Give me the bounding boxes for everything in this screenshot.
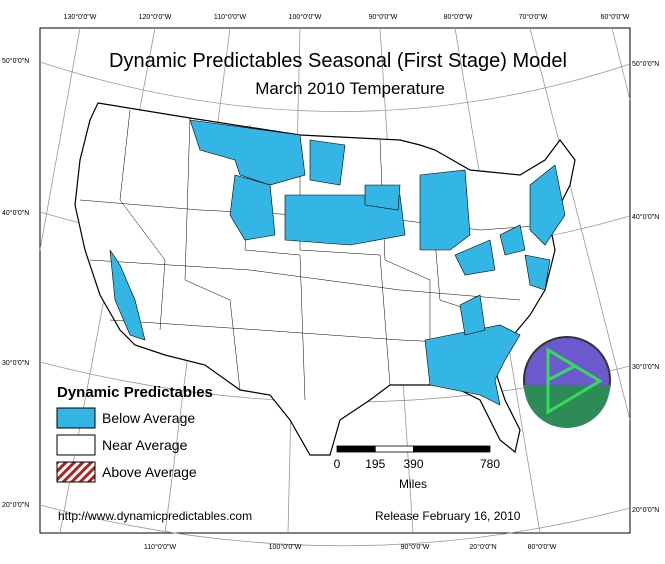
lon-label: 110°0'0"W xyxy=(214,13,247,21)
lon-label: 70°0'0"W xyxy=(519,13,548,21)
scale-label: 780 xyxy=(480,457,500,471)
scale-unit: Miles xyxy=(399,477,427,491)
url: http://www.dynamicpredictables.com xyxy=(58,509,252,523)
lon-label: 110°0'0"W xyxy=(144,543,177,551)
lat-label: 20°0'0"N xyxy=(469,543,496,551)
scale-segment xyxy=(413,445,491,453)
us-map xyxy=(74,102,576,456)
frame xyxy=(39,27,631,534)
lat-label: 50°0'0"N xyxy=(632,60,659,68)
release-date: Release February 16, 2010 xyxy=(375,509,521,523)
title: Dynamic Predictables Seasonal (First Sta… xyxy=(109,50,567,72)
lat-label: 50°0'0"N xyxy=(2,57,29,65)
scale-segment xyxy=(374,445,414,453)
logo xyxy=(523,336,611,428)
lon-label: 80°0'0"W xyxy=(528,543,557,551)
lon-label: 120°0'0"W xyxy=(139,13,172,21)
lat-label: 40°0'0"N xyxy=(632,213,659,221)
subtitle: March 2010 Temperature xyxy=(255,79,445,98)
lon-label: 90°0'0"W xyxy=(401,543,430,551)
legend: Dynamic Predictables Below Average Near A… xyxy=(56,384,213,483)
legend-label: Above Average xyxy=(102,464,197,480)
lon-label: 80°0'0"W xyxy=(444,13,473,21)
lon-label: 130°0'0"W xyxy=(64,13,97,21)
legend-label: Below Average xyxy=(102,410,195,426)
legend-swatch xyxy=(56,434,96,456)
lat-label: 20°0'0"N xyxy=(2,501,29,509)
scale-label: 195 xyxy=(365,457,385,471)
lon-label: 100°0'0"W xyxy=(289,13,322,21)
scale-label: 0 xyxy=(334,457,341,471)
graticule-labels: 130°0'0"W 120°0'0"W 110°0'0"W 100°0'0"W … xyxy=(2,13,659,551)
lat-label: 30°0'0"N xyxy=(2,359,29,367)
legend-label: Near Average xyxy=(102,437,188,453)
lat-label: 30°0'0"N xyxy=(632,363,659,371)
lat-label: 20°0'0"N xyxy=(632,506,659,514)
legend-swatch xyxy=(56,461,96,483)
scale-label: 390 xyxy=(403,457,423,471)
legend-title: Dynamic Predictables xyxy=(57,384,213,401)
lon-label: 100°0'0"W xyxy=(269,543,302,551)
lon-label: 90°0'0"W xyxy=(369,13,398,21)
legend-swatch xyxy=(56,407,96,429)
scale-segment xyxy=(336,445,376,453)
lon-label: 60°0'0"W xyxy=(601,13,630,21)
scale-bar: Miles 0 195 390 780 xyxy=(334,445,500,491)
lat-label: 40°0'0"N xyxy=(2,209,29,217)
